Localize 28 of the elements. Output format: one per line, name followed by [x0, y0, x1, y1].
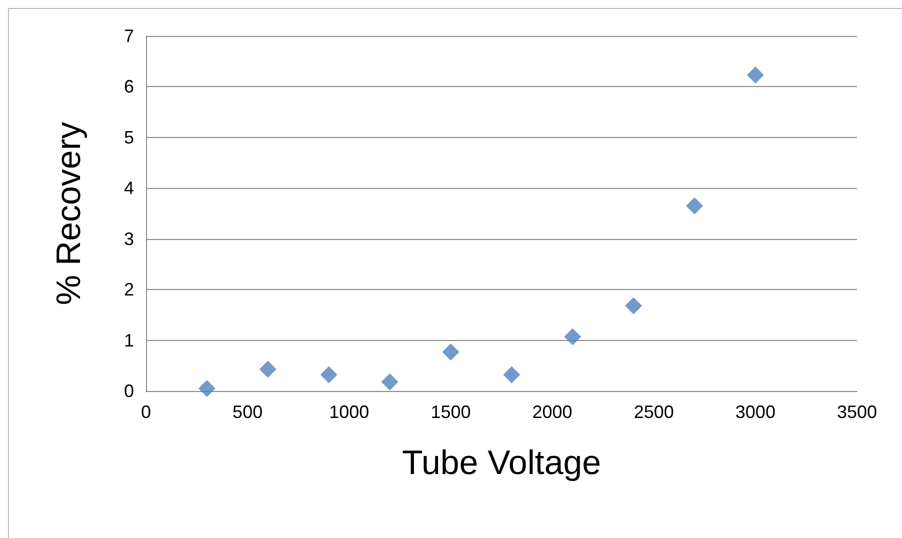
x-tick-label: 2500: [634, 402, 674, 422]
x-tick-label: 3000: [735, 402, 776, 422]
point: [442, 343, 460, 360]
point: [564, 328, 582, 346]
point: [746, 66, 764, 84]
x-tick-label: 2000: [532, 402, 572, 422]
x-tick-label: 1500: [430, 402, 471, 422]
point: [381, 373, 398, 390]
point: [259, 360, 276, 378]
x-tick-label: 500: [232, 402, 263, 422]
x-tick-label: 0: [140, 402, 152, 422]
y-tick-label: 1: [124, 330, 134, 350]
y-tick-label: 3: [124, 228, 134, 249]
y-tick-label: 2: [124, 280, 134, 300]
y-tick-label: 7: [124, 26, 134, 46]
y-tick-label: 6: [124, 76, 134, 97]
point: [503, 366, 520, 384]
point: [625, 297, 642, 314]
y-axis-title: % Recovery: [50, 122, 88, 306]
x-tick-label: 1000: [329, 402, 370, 422]
point: [320, 366, 338, 384]
y-tick-label: 5: [124, 127, 134, 148]
point: [198, 380, 216, 397]
point: [686, 197, 703, 214]
y-tick-label: 0: [124, 381, 134, 401]
x-axis-title: Tube Voltage: [402, 444, 602, 482]
y-tick-label: 4: [124, 178, 134, 198]
x-tick-label: 3500: [836, 402, 878, 422]
